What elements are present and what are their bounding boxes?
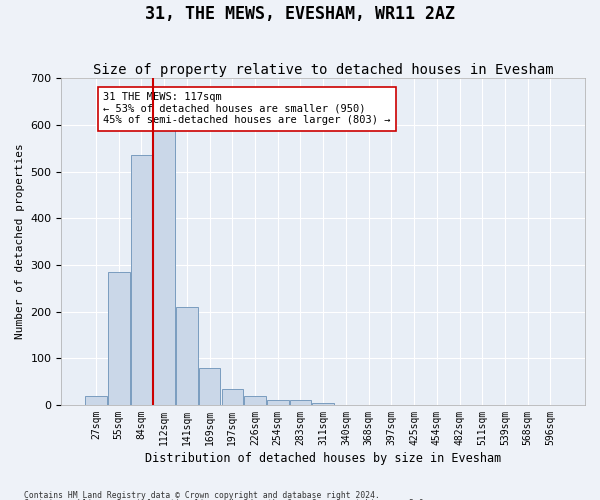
Bar [85,396,107,405]
Bar [176,307,197,405]
Bar [199,368,220,405]
Text: Contains HM Land Registry data © Crown copyright and database right 2024.: Contains HM Land Registry data © Crown c… [24,490,380,500]
Bar [108,272,130,405]
Text: 31 THE MEWS: 117sqm
← 53% of detached houses are smaller (950)
45% of semi-detac: 31 THE MEWS: 117sqm ← 53% of detached ho… [103,92,391,126]
Bar [267,400,289,405]
Bar [290,400,311,405]
Text: 31, THE MEWS, EVESHAM, WR11 2AZ: 31, THE MEWS, EVESHAM, WR11 2AZ [145,5,455,23]
Title: Size of property relative to detached houses in Evesham: Size of property relative to detached ho… [93,63,554,77]
Y-axis label: Number of detached properties: Number of detached properties [15,144,25,340]
Bar [313,402,334,405]
X-axis label: Distribution of detached houses by size in Evesham: Distribution of detached houses by size … [145,452,502,465]
Bar [221,388,243,405]
Bar [244,396,266,405]
Bar [131,155,152,405]
Bar [154,130,175,405]
